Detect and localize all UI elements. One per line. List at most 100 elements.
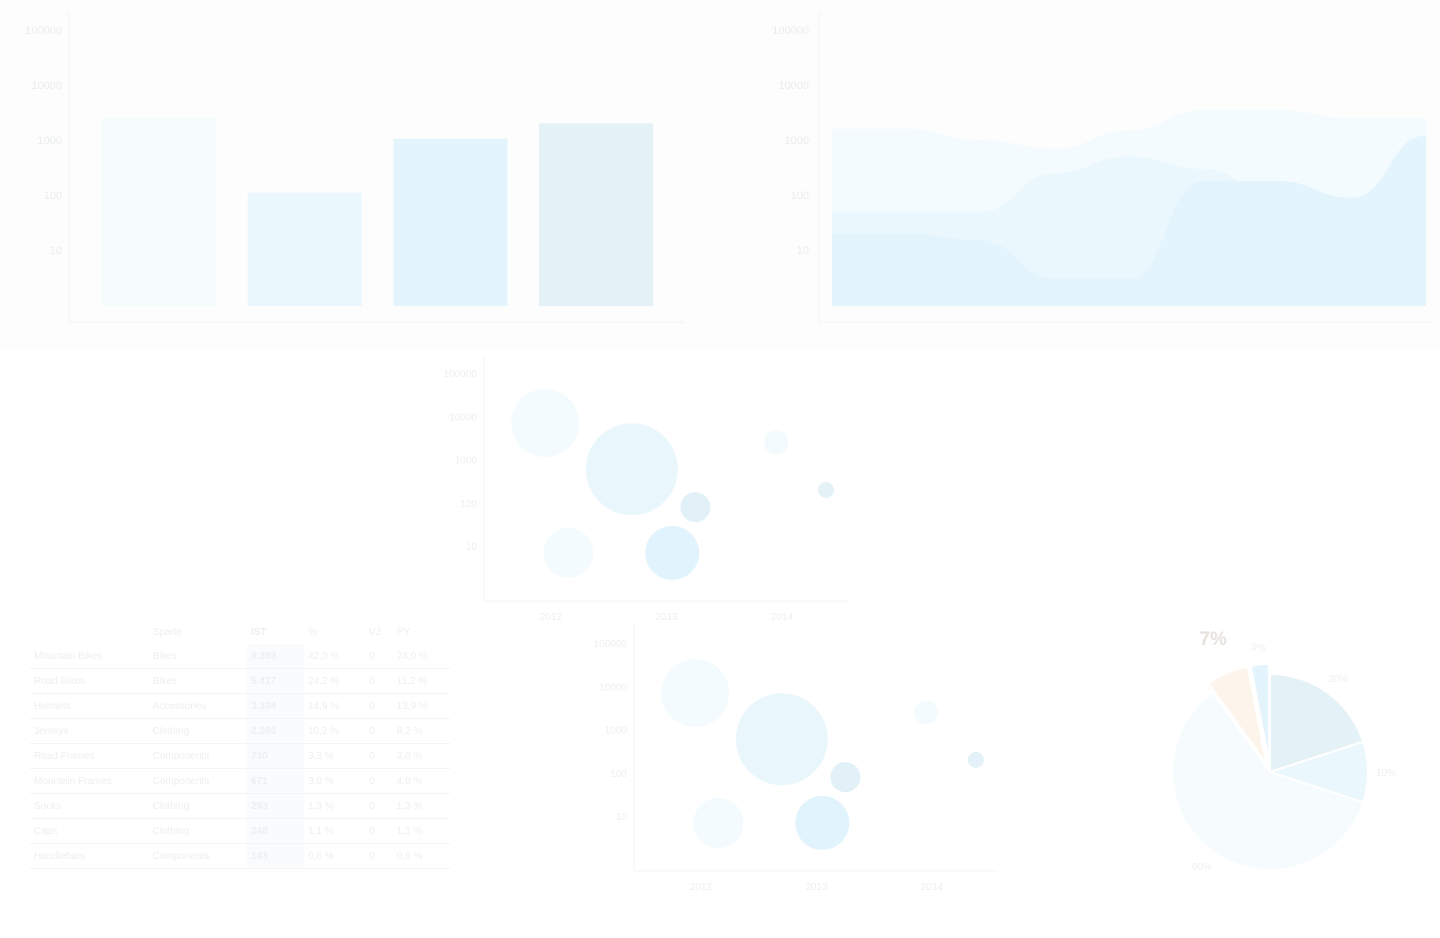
bubble	[735, 693, 828, 786]
x-tick-label: 2014	[921, 882, 944, 893]
table-cell: 3,0 %	[392, 743, 450, 769]
table-cell: Bikes	[148, 644, 248, 669]
pie-slice-label: 3%	[1251, 643, 1266, 654]
table-cell: Mountain Frames	[30, 768, 149, 794]
table-cell: Road Frames	[30, 743, 149, 769]
y-tick-label: 1000	[38, 135, 62, 147]
table-cell: 0	[365, 718, 393, 744]
table-cell: 0	[365, 743, 393, 769]
table-cell: Clothing	[148, 718, 248, 744]
bubble	[830, 762, 861, 793]
table-cell: 24,2 %	[304, 668, 366, 694]
table-cell: Mountain Bikes	[30, 644, 149, 669]
table-cell: 3.334	[247, 693, 305, 719]
y-tick-label: 100000	[444, 369, 478, 380]
y-tick-label: 10	[797, 245, 809, 257]
y-tick-label: 10000	[778, 80, 809, 92]
x-tick-label: 2012	[540, 612, 563, 623]
bubble	[967, 751, 984, 768]
column-header: IST	[251, 626, 267, 638]
table-cell: 0,6 %	[304, 843, 366, 869]
bubble	[543, 527, 594, 578]
table-cell: 293	[247, 793, 305, 819]
table-cell: 9.393	[247, 644, 305, 669]
table-cell: 0	[365, 793, 393, 819]
bar-chart: 100000 10000 1000 100 10	[25, 12, 685, 323]
y-tick-label: 10000	[599, 682, 627, 693]
bubble	[645, 525, 700, 580]
y-tick-label: 10	[50, 245, 62, 257]
bubble	[817, 481, 834, 498]
pie-slice	[1249, 663, 1271, 763]
table-cell: 730	[247, 743, 305, 769]
table-cell: Road Bikes	[30, 668, 149, 694]
table-cell: 0	[365, 818, 393, 844]
bubble	[661, 659, 730, 728]
pie-slice	[1171, 691, 1365, 871]
y-tick-label: 1000	[455, 456, 478, 467]
table-cell: Accessories	[148, 693, 248, 719]
pie-slice	[1269, 672, 1365, 774]
bubble-chart-top: 100000 10000 1000 100 10 2012 2013 2014	[444, 355, 848, 623]
table-cell: 13,9 %	[392, 693, 450, 719]
table-row: Road Bikes Bikes 5.417 24,2 % 0 11,2 %	[30, 668, 450, 694]
table-row: Caps Clothing 248 1,1 % 0 1,1 %	[30, 818, 450, 844]
table-cell: Clothing	[148, 793, 248, 819]
table-cell: Caps	[30, 818, 149, 844]
y-tick-label: 1000	[605, 726, 628, 737]
y-tick-label: 10	[616, 812, 628, 823]
table-cell: 1,3 %	[392, 793, 450, 819]
table-cell: 1,1 %	[392, 818, 450, 844]
x-tick-label: 2013	[805, 882, 828, 893]
table-cell: Bikes	[148, 668, 248, 694]
table-cell: 4,0 %	[392, 768, 450, 794]
table-row: Mountain Bikes Bikes 9.393 42,0 % 0 24,0 %	[30, 644, 450, 669]
bubble	[693, 797, 744, 848]
column-header: PY	[396, 626, 411, 638]
table-header-row: Sparte IST % VJ PY	[30, 620, 450, 644]
y-tick-label: 100	[460, 499, 477, 510]
table-cell: 1,1 %	[304, 818, 366, 844]
table-cell: Handlebars	[30, 843, 149, 869]
bubble	[795, 795, 850, 850]
table-cell: 42,0 %	[304, 644, 366, 669]
table-cell: Jerseys	[30, 718, 149, 744]
y-tick-label: 100	[791, 190, 809, 202]
table-row: Road Frames Components 730 3,3 % 0 3,0 %	[30, 743, 450, 769]
table-row: Socks Clothing 293 1,3 % 0 1,3 %	[30, 793, 450, 819]
y-tick-label: 100000	[772, 25, 809, 37]
table-cell: 24,0 %	[392, 644, 450, 669]
table-cell: 0	[365, 768, 393, 794]
column-header	[30, 620, 149, 644]
bar	[102, 118, 216, 306]
y-tick-label: 1000	[785, 135, 809, 147]
table-cell: 0	[365, 644, 393, 669]
table-row: Handlebars Components 143 0,6 % 0 0,6 %	[30, 843, 450, 869]
table-cell: 1,3 %	[304, 793, 366, 819]
table-cell: 0	[365, 668, 393, 694]
table-cell: 8,2 %	[392, 718, 450, 744]
y-tick-label: 100000	[25, 25, 62, 37]
table-cell: 0	[365, 843, 393, 869]
table-row: Jerseys Clothing 2.280 10,2 % 0 8,2 %	[30, 718, 450, 744]
table-row: Helmets Accessories 3.334 14,9 % 0 13,9 %	[30, 693, 450, 719]
area-chart: 100000 10000 1000 100 10	[772, 12, 1432, 323]
table-cell: 11,2 %	[392, 668, 450, 694]
pie-slice-label: 60%	[1192, 862, 1212, 873]
pie-slice	[1207, 665, 1268, 764]
table-cell: Components	[148, 843, 248, 869]
column-header: VJ	[369, 626, 381, 638]
y-tick-label: 10	[466, 542, 478, 553]
table-cell: Components	[148, 768, 248, 794]
table-cell: 14,9 %	[304, 693, 366, 719]
y-tick-label: 10000	[449, 412, 477, 423]
pie-slice-label: 7%	[1199, 629, 1227, 650]
bubble	[585, 423, 678, 516]
table-cell: 10,2 %	[304, 718, 366, 744]
table-cell: 0,6 %	[392, 843, 450, 869]
table-cell: 0	[365, 693, 393, 719]
table-cell: 143	[247, 843, 305, 869]
y-tick-label: 10000	[31, 80, 62, 92]
x-tick-label: 2013	[655, 612, 678, 623]
pie-chart: 20% 10% 60% 7% 3%	[1171, 629, 1396, 873]
